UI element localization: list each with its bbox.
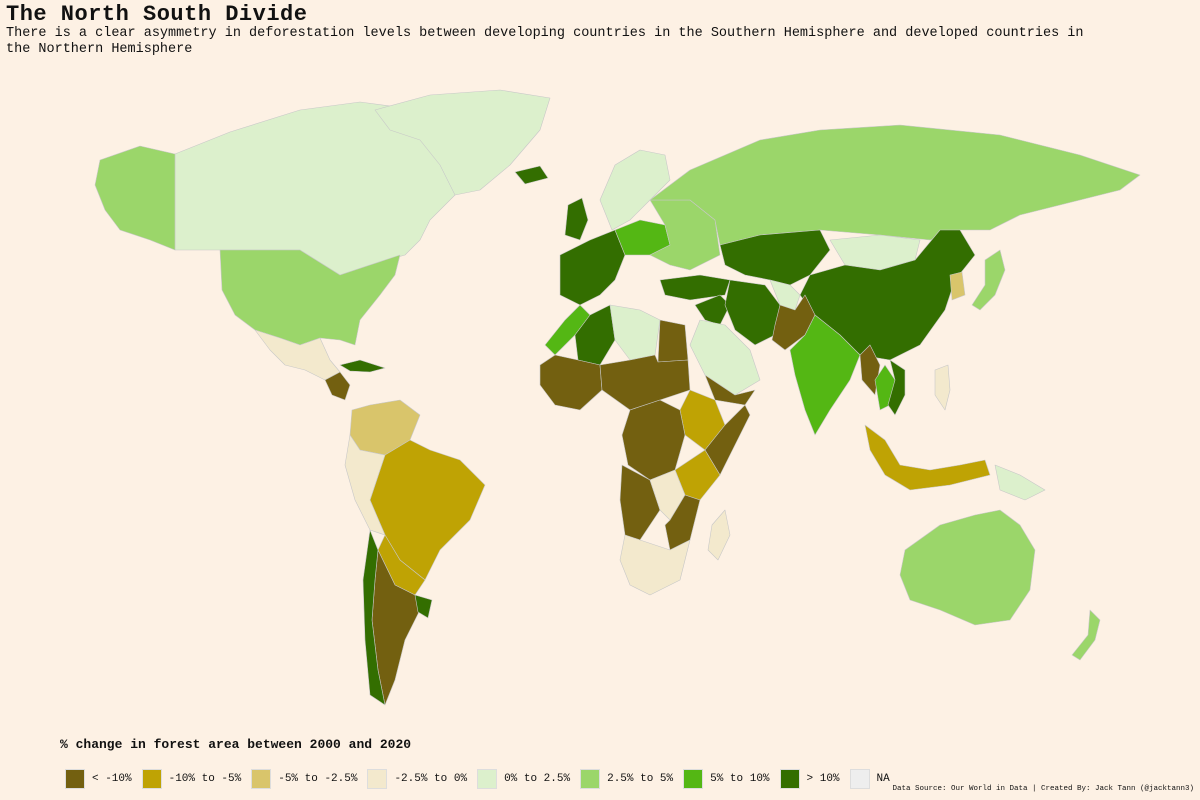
- region-philippines: [934, 364, 951, 411]
- region-cuba: [339, 359, 386, 373]
- region-somalia: [704, 404, 751, 476]
- legend-swatch: [849, 769, 870, 789]
- region-new-zealand: [1071, 609, 1101, 661]
- legend-item-0-to-2-5: 0% to 2.5%: [477, 769, 570, 789]
- legend-item-na: NA: [849, 769, 890, 789]
- legend-item-2-5-to-5: 2.5% to 5%: [580, 769, 673, 789]
- region-madagascar: [707, 509, 731, 561]
- region-egypt: [657, 319, 689, 363]
- region-south-africa: [619, 534, 691, 596]
- legend-label: 2.5% to 5%: [607, 773, 674, 785]
- region-congo: [621, 399, 686, 481]
- region-west-africa: [539, 354, 603, 411]
- legend-swatch: [65, 769, 85, 789]
- region-afghanistan: [769, 279, 801, 311]
- legend-swatch: [367, 769, 388, 789]
- region-australia: [899, 509, 1036, 626]
- legend-swatch: [580, 769, 601, 789]
- legend-swatch: [477, 769, 498, 789]
- region-scandinavia: [599, 149, 671, 231]
- region-libya: [609, 304, 661, 361]
- region-turkey: [659, 274, 731, 301]
- region-iran: [724, 279, 781, 346]
- region-papua: [994, 464, 1046, 501]
- region-usa: [219, 249, 401, 346]
- region-chile: [362, 529, 386, 706]
- region-middle-east: [694, 294, 731, 326]
- legend-item-minus-10-to-minus-5: -10% to -5%: [141, 769, 242, 789]
- legend-title: % change in forest area between 2000 and…: [60, 737, 412, 752]
- region-central-america: [324, 371, 351, 401]
- region-sahel: [599, 354, 691, 411]
- legend-label: -10% to -5%: [168, 773, 242, 785]
- legend-label: < -10%: [92, 773, 132, 785]
- region-indonesia: [864, 424, 991, 491]
- region-greenland: [374, 89, 551, 196]
- region-alaska: [94, 145, 176, 251]
- region-western-europe: [559, 229, 626, 306]
- legend-item-5-to-10: 5% to 10%: [683, 769, 770, 789]
- legend-swatch: [683, 769, 704, 789]
- legend-swatch: [779, 769, 800, 789]
- data-source-credit: Data Source: Our World in Data | Created…: [892, 785, 1194, 793]
- region-uruguay: [414, 594, 433, 619]
- legend-label: -5% to -2.5%: [278, 773, 358, 785]
- legend-item-lt-minus-10: < -10%: [65, 769, 132, 789]
- legend-item-gt-10: > 10%: [779, 769, 840, 789]
- legend-item-minus-2-5-to-0: -2.5% to 0%: [367, 769, 467, 789]
- legend-label: 5% to 10%: [710, 773, 770, 785]
- region-saudi-arabia: [689, 319, 761, 396]
- page-subtitle: There is a clear asymmetry in deforestat…: [6, 26, 1084, 57]
- legend-label: 0% to 2.5%: [504, 773, 571, 785]
- legend-swatch: [141, 769, 162, 789]
- region-yemen: [704, 374, 756, 406]
- region-russia: [649, 124, 1141, 246]
- legend-swatch: [251, 769, 272, 789]
- legend-label: NA: [876, 773, 890, 785]
- region-vietnam: [887, 359, 906, 416]
- region-uk: [564, 197, 589, 241]
- region-iceland: [514, 165, 549, 185]
- legend-label: -2.5% to 0%: [394, 773, 468, 785]
- legend-label: > 10%: [806, 773, 840, 785]
- page-title: The North South Divide: [6, 2, 308, 27]
- region-korea: [949, 271, 966, 301]
- legend-item-minus-5-to-minus-2-5: -5% to -2.5%: [251, 769, 357, 789]
- legend: < -10% -10% to -5% -5% to -2.5% -2.5% to…: [65, 768, 900, 790]
- world-map: [94, 89, 1141, 706]
- region-india: [789, 314, 861, 436]
- region-kazakhstan-central-asia: [719, 229, 831, 286]
- region-japan: [971, 249, 1006, 311]
